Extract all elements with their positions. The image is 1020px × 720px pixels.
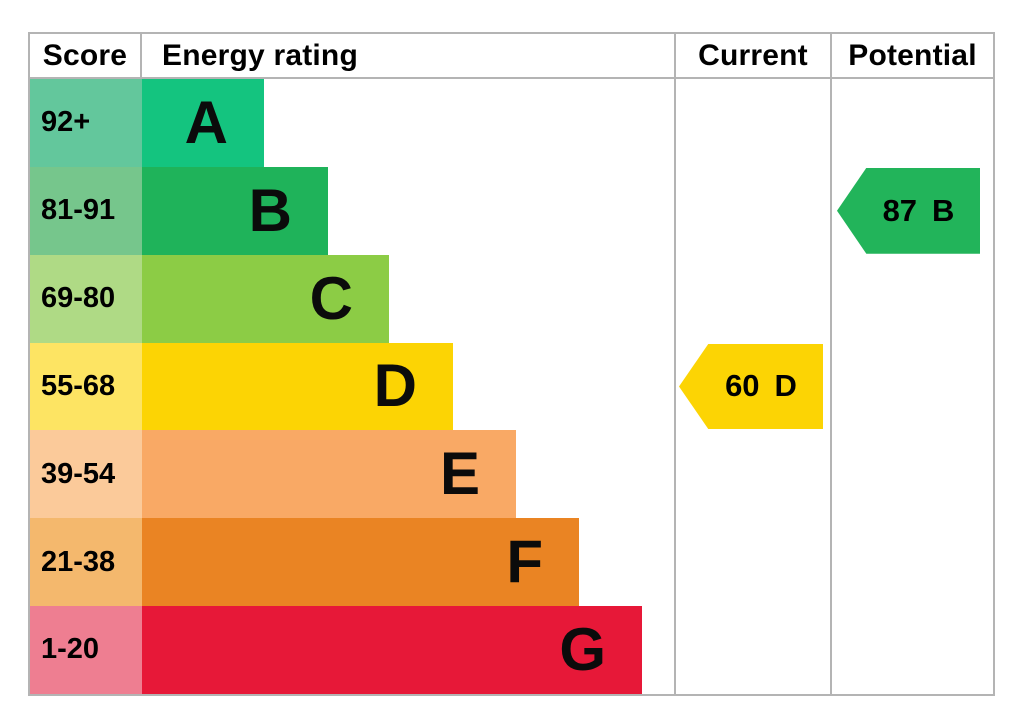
current-column-cell [674, 430, 830, 519]
potential-column-cell [830, 254, 993, 343]
band-letter: A [184, 88, 228, 156]
band-letter: E [439, 440, 480, 508]
band-letter: G [559, 615, 606, 683]
potential-column-cell [830, 430, 993, 519]
current-rating-arrow: 60 D [679, 343, 823, 430]
band-bar: B [142, 166, 328, 255]
potential-column-cell [830, 518, 993, 607]
potential-rating-arrow: 87 B [837, 167, 980, 254]
band-score-range: 39-54 [30, 430, 142, 519]
band-bar-area: E [142, 430, 674, 519]
potential-band-letter: B [932, 192, 955, 228]
band-letter: D [373, 352, 417, 420]
header-energy-rating: Energy rating [162, 38, 358, 72]
epc-band-row: 39-54 E [30, 430, 993, 519]
band-bar-area: D [142, 342, 674, 431]
band-bar-area: G [142, 606, 674, 694]
epc-band-row: 21-38 F [30, 518, 993, 607]
epc-table: Score Energy rating Current Potential 92… [28, 32, 995, 696]
band-letter: C [309, 264, 353, 332]
potential-column-cell [830, 342, 993, 431]
current-column-cell [674, 254, 830, 343]
current-column-cell [674, 342, 830, 431]
band-score-range: 81-91 [30, 166, 142, 255]
band-bar: D [142, 342, 453, 431]
potential-column-cell [830, 166, 993, 255]
band-bar: E [142, 430, 516, 519]
table-header-row: Score Energy rating Current Potential [30, 34, 993, 79]
current-column-cell [674, 606, 830, 694]
current-score-value: 60 [725, 368, 760, 404]
band-score-range: 69-80 [30, 254, 142, 343]
band-score-range: 1-20 [30, 606, 142, 694]
header-score: Score [30, 34, 142, 77]
band-letter: B [248, 176, 292, 244]
band-bar: C [142, 254, 389, 343]
current-column-cell [674, 518, 830, 607]
header-current: Current [674, 34, 830, 77]
band-bar: G [142, 606, 642, 694]
epc-band-row: 1-20 G [30, 606, 993, 694]
band-bar-area: C [142, 254, 674, 343]
band-bar: A [142, 79, 264, 167]
epc-band-row: 69-80 C [30, 254, 993, 343]
band-bar-area: B [142, 166, 674, 255]
band-rows: 92+ A 81-91 B 69-80 C 55-68 D [30, 79, 993, 694]
current-band-letter: D [774, 368, 797, 404]
epc-band-row: 92+ A [30, 79, 993, 167]
band-bar: F [142, 518, 579, 607]
current-column-cell [674, 79, 830, 167]
band-bar-area: A [142, 79, 674, 167]
current-column-cell [674, 166, 830, 255]
potential-score-value: 87 [882, 192, 918, 228]
header-potential: Potential [830, 34, 993, 77]
band-score-range: 92+ [30, 79, 142, 167]
band-score-range: 55-68 [30, 342, 142, 431]
band-score-range: 21-38 [30, 518, 142, 607]
epc-band-row: 55-68 D [30, 342, 993, 431]
epc-band-row: 81-91 B [30, 166, 993, 255]
band-letter: F [506, 528, 543, 596]
potential-column-cell [830, 606, 993, 694]
potential-column-cell [830, 79, 993, 167]
band-bar-area: F [142, 518, 674, 607]
